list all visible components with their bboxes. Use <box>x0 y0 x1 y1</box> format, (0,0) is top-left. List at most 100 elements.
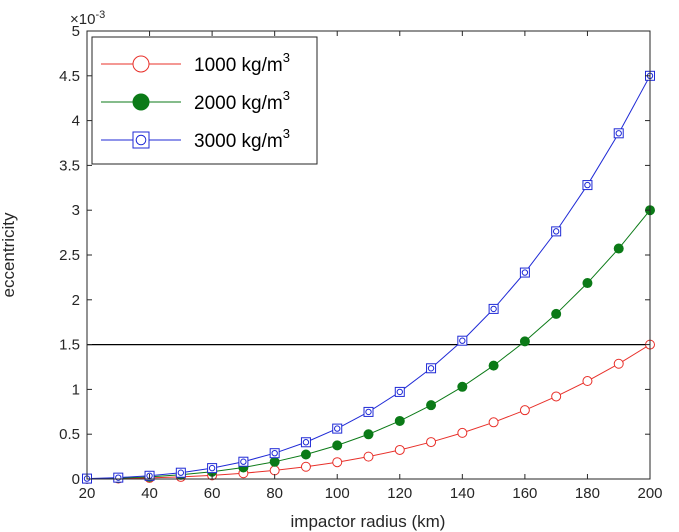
y-exponent-base: ×10 <box>70 11 95 28</box>
data-point <box>551 391 562 402</box>
data-point-square <box>332 423 343 434</box>
data-point-inner-circle <box>240 458 247 465</box>
data-point-inner-circle <box>459 337 466 344</box>
data-point <box>175 467 186 478</box>
data-point-inner-circle <box>208 464 216 472</box>
data-point-square <box>613 128 624 139</box>
y-tick-label: 1 <box>72 381 80 398</box>
data-point <box>457 381 468 392</box>
tick-layer: 20 40 60 80 100 120 140 160 180 20000.511.522.533… <box>59 23 662 502</box>
x-tick-label: 60 <box>204 485 221 502</box>
data-point-inner-circle <box>271 449 278 457</box>
data-point-inner-circle <box>427 365 435 372</box>
data-point <box>113 472 124 483</box>
data-point <box>426 400 437 411</box>
data-point <box>582 278 593 289</box>
y-tick-label: 1.5 <box>59 337 80 354</box>
data-point <box>426 437 437 448</box>
y-tick-label: 2 <box>72 292 80 309</box>
data-point <box>613 243 624 254</box>
y-tick-label: 0 <box>72 471 80 488</box>
y-tick-label: 3 <box>72 202 80 219</box>
data-point <box>269 456 280 467</box>
legend-label-superscript: 3 <box>283 88 290 103</box>
data-point <box>394 415 405 426</box>
data-point-inner-circle <box>521 269 529 276</box>
data-point-square <box>207 463 218 474</box>
data-point-square <box>394 386 405 397</box>
legend-entry-2: 2000 kg/m3 <box>101 88 290 114</box>
y-tick-label: 3.5 <box>59 157 80 174</box>
data-point <box>488 417 499 428</box>
x-tick-label: 80 <box>266 485 283 502</box>
data-point-inner-circle <box>135 134 147 146</box>
x-tick-label: 180 <box>575 485 600 502</box>
y-axis-label: eccentricity <box>0 212 18 298</box>
data-point <box>426 363 437 374</box>
data-point-square <box>457 335 468 346</box>
data-point <box>332 423 343 434</box>
data-point <box>332 440 343 451</box>
legend-label: 3000 kg/m3 <box>194 126 290 152</box>
legend-box <box>91 36 318 165</box>
legend-label-text: 1000 kg/m <box>194 55 283 76</box>
data-point <box>613 358 624 369</box>
legend-label-text: 2000 kg/m <box>194 93 283 114</box>
data-point-inner-circle <box>490 305 497 313</box>
data-point <box>519 267 530 278</box>
data-point <box>582 376 593 387</box>
x-tick-label: 20 <box>79 485 96 502</box>
legend-label-text: 3000 kg/m <box>194 131 283 152</box>
data-point <box>300 449 311 460</box>
data-point <box>363 406 374 417</box>
data-point <box>457 427 468 438</box>
data-point-inner-circle <box>334 425 341 432</box>
data-point-inner-circle <box>302 439 310 446</box>
x-tick-label: 200 <box>637 485 662 502</box>
legend-entry-1: 1000 kg/m3 <box>101 50 290 76</box>
data-point-square <box>582 180 593 191</box>
data-point-square <box>269 448 280 459</box>
y-exponent-power: -3 <box>95 9 105 21</box>
data-point <box>613 128 624 139</box>
data-point <box>238 456 249 467</box>
data-point <box>300 461 311 472</box>
legend-label-superscript: 3 <box>283 126 290 141</box>
data-point <box>363 451 374 462</box>
data-point-square <box>426 363 437 374</box>
data-point <box>132 55 150 73</box>
data-point-square <box>363 406 374 417</box>
x-tick-label: 120 <box>387 485 412 502</box>
x-tick-label: 140 <box>450 485 475 502</box>
data-point <box>132 93 150 111</box>
x-tick-label: 100 <box>325 485 350 502</box>
legend-entry-3: 3000 kg/m3 <box>101 126 290 152</box>
legend-label-superscript: 3 <box>283 50 290 65</box>
y-tick-label: 4 <box>72 113 80 130</box>
data-point-square <box>132 131 150 149</box>
data-point <box>300 437 311 448</box>
y-exponent-label: ×10-3 <box>70 9 105 28</box>
data-point-square <box>238 456 249 467</box>
data-point-inner-circle <box>615 130 622 137</box>
data-point <box>269 448 280 459</box>
x-axis-label: impactor radius (km) <box>291 512 446 531</box>
data-point <box>132 131 150 149</box>
data-point-square <box>519 267 530 278</box>
data-point <box>363 429 374 440</box>
legend-label: 2000 kg/m3 <box>194 88 290 114</box>
data-point-square <box>488 303 499 314</box>
y-tick-label: 0.5 <box>59 426 80 443</box>
legend-label: 1000 kg/m3 <box>194 50 290 76</box>
data-point-inner-circle <box>365 408 372 416</box>
data-point <box>332 457 343 468</box>
x-tick-label: 40 <box>141 485 158 502</box>
data-point <box>394 444 405 455</box>
data-point-square <box>113 472 124 483</box>
x-tick-label: 160 <box>512 485 537 502</box>
data-point-square <box>175 467 186 478</box>
data-point <box>457 335 468 346</box>
data-point <box>519 405 530 416</box>
